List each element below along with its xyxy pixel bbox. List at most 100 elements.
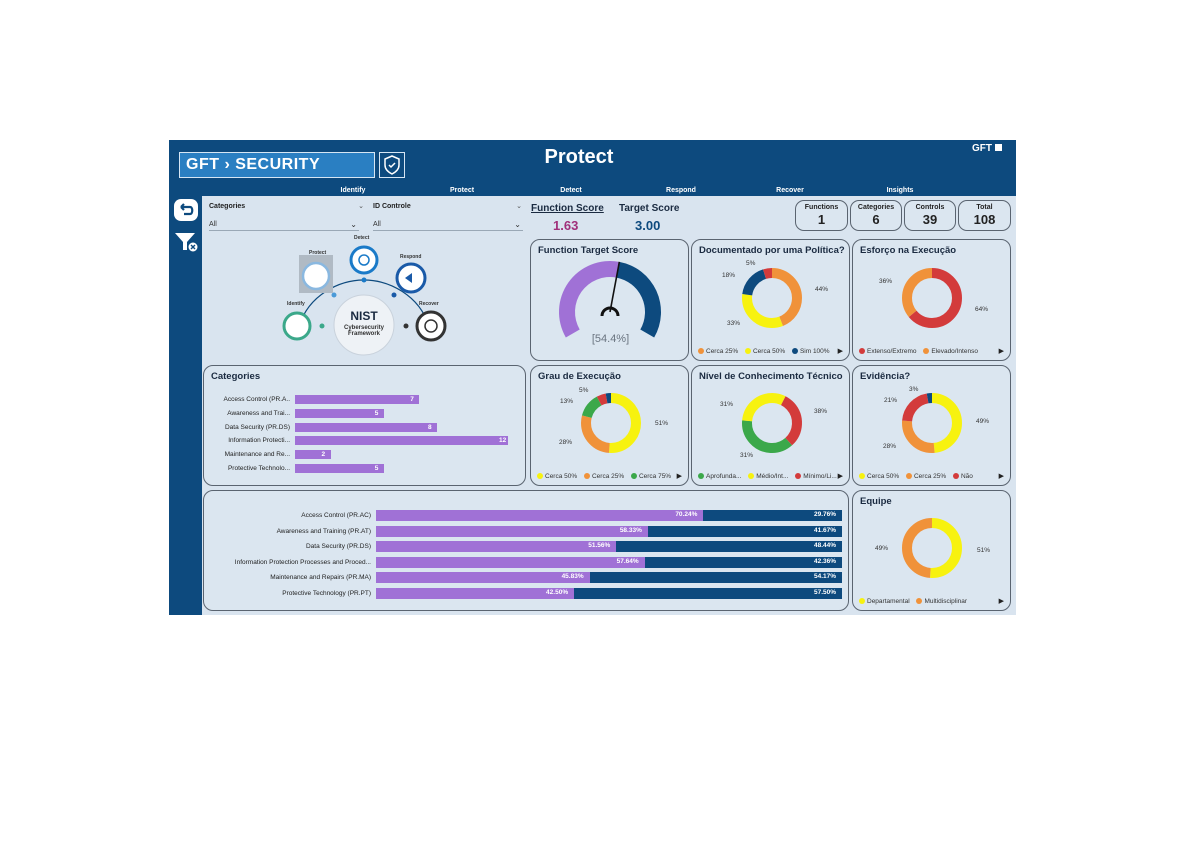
corner-brand-text: GFT xyxy=(972,143,992,154)
tab-detect[interactable]: Detect xyxy=(560,187,582,194)
tab-insights[interactable]: Insights xyxy=(886,187,914,194)
categories-filter-dropdown[interactable]: All ⌄ xyxy=(209,219,359,231)
category-bar-value: 5 xyxy=(374,409,379,417)
id-controle-filter-chevron-icon[interactable]: ⌄ xyxy=(516,203,522,210)
categories-filter-chevron-icon[interactable]: ⌄ xyxy=(358,203,364,210)
stacked-bar-row[interactable]: 57.64% 42.36% xyxy=(376,556,842,568)
legend-item: Cerca 75% xyxy=(630,473,671,480)
donut-slice[interactable] xyxy=(737,388,808,459)
legend-text: Cerca 25% xyxy=(591,473,625,480)
category-bar[interactable] xyxy=(295,408,384,418)
esforco-card[interactable]: Esforço na Execução 36% 64% Extenso/Extr… xyxy=(852,239,1011,361)
legend-dot xyxy=(791,348,798,354)
legend-dot xyxy=(923,348,930,354)
back-icon[interactable] xyxy=(173,198,199,222)
legend-text: Multidisciplinar xyxy=(924,598,968,605)
categories-filter-label: Categories xyxy=(209,203,246,210)
donut-slice[interactable] xyxy=(737,388,808,459)
target-score-label: Target Score xyxy=(619,203,680,214)
nivel-donut xyxy=(737,388,808,459)
category-bar-value: 2 xyxy=(321,451,326,459)
stacked-bar-segment-remaining[interactable] xyxy=(616,541,842,552)
stacked-bar-segment-achieved[interactable] xyxy=(376,556,645,568)
donut-slice[interactable] xyxy=(581,393,641,453)
stacked-bar-segment-remaining[interactable] xyxy=(647,525,842,537)
donut-slice[interactable] xyxy=(902,393,962,453)
function-target-score-card[interactable]: Function Target Score [54.4%] xyxy=(530,239,689,361)
gauge-value-arc[interactable] xyxy=(559,261,620,338)
stacked-bar-segment-achieved[interactable] xyxy=(376,525,648,537)
legend-next-icon[interactable]: ▶ xyxy=(837,348,843,355)
card-title: Esforço na Execução xyxy=(860,245,957,256)
legend-item: Aprofunda... xyxy=(698,473,741,480)
nivel-card[interactable]: Nível de Conhecimento Técnico 31% 38% 31… xyxy=(691,365,850,486)
stacked-bar-row[interactable]: 51.56% 48.44% xyxy=(376,541,842,552)
stacked-bar-value-remaining: 42.36% xyxy=(814,557,837,565)
tab-recover[interactable]: Recover xyxy=(776,187,804,194)
stacked-bar-row[interactable]: 45.83% 54.17% xyxy=(376,572,842,583)
chevron-down-icon: ⌄ xyxy=(514,220,521,229)
donut-slice[interactable] xyxy=(902,518,962,578)
stacked-bar-segment-remaining[interactable] xyxy=(574,587,842,599)
evidencia-card[interactable]: Evidência? 3% 21% 49% 28% Cerca 50% Cerc… xyxy=(852,365,1011,486)
brand-square-icon xyxy=(995,144,1002,151)
tab-protect[interactable]: Protect xyxy=(449,187,475,194)
maturity-stacked-chart-card[interactable]: Access Control (PR.AC) 70.24% 29.76% Awaren… xyxy=(203,490,849,611)
legend-next-icon[interactable]: ▶ xyxy=(998,348,1004,355)
donut-label: 51% xyxy=(655,420,669,427)
legend-dot xyxy=(744,348,751,354)
stack-row-label: Protective Technology (PR.PT) xyxy=(282,589,371,597)
donut-slice[interactable] xyxy=(902,393,962,453)
category-bar[interactable] xyxy=(295,450,331,460)
legend: Cerca 25% Cerca 50% Sim 100% xyxy=(698,348,835,355)
equipe-card[interactable]: Equipe 49% 51% Departamental Multidiscip… xyxy=(852,490,1011,611)
stacked-bar-segment-remaining[interactable] xyxy=(589,572,842,583)
legend-text: Elevado/Intenso xyxy=(931,348,978,355)
tab-respond[interactable]: Respond xyxy=(666,187,696,194)
legend-text: Extenso/Extremo xyxy=(867,348,917,355)
svg-text:NIST: NIST xyxy=(350,309,378,323)
legend-next-icon[interactable]: ▶ xyxy=(676,473,682,480)
esforco-donut xyxy=(902,268,962,328)
stacked-bar-segment-remaining[interactable] xyxy=(644,556,842,568)
donut-slice[interactable] xyxy=(742,268,802,328)
stacked-bar-row[interactable]: 70.24% 29.76% xyxy=(376,510,842,521)
category-bar[interactable] xyxy=(295,395,420,404)
stacked-bar-segment-achieved[interactable] xyxy=(376,541,617,552)
documentado-donut xyxy=(742,268,802,328)
stacked-bar-row[interactable]: 58.33% 41.67% xyxy=(376,525,842,537)
donut-slice[interactable] xyxy=(742,268,802,328)
stacked-bar-segment-remaining[interactable] xyxy=(703,510,842,521)
id-controle-filter-dropdown[interactable]: All ⌄ xyxy=(373,219,523,231)
documentado-card[interactable]: Documentado por uma Política? 5% 18% 44%… xyxy=(691,239,850,361)
legend-next-icon[interactable]: ▶ xyxy=(998,473,1004,480)
legend-dot xyxy=(795,473,802,479)
stacked-bar-segment-achieved[interactable] xyxy=(376,587,575,599)
donut-label: 38% xyxy=(814,408,828,415)
category-bar[interactable] xyxy=(295,464,384,473)
donut-slice[interactable] xyxy=(581,393,641,453)
target-score-value: 3.00 xyxy=(635,218,661,233)
legend-text: Cerca 50% xyxy=(545,473,578,480)
stacked-bar-segment-achieved[interactable] xyxy=(376,572,590,583)
card-title: Nível de Conhecimento Técnico xyxy=(699,371,843,382)
legend-next-icon[interactable]: ▶ xyxy=(837,473,843,480)
donut-slice[interactable] xyxy=(902,268,962,328)
kpi-controls: Controls 39 xyxy=(904,200,956,231)
category-bar[interactable] xyxy=(295,422,437,432)
corner-brand: GFT xyxy=(972,143,1002,154)
legend: Cerca 50% Cerca 25% Não xyxy=(859,473,978,480)
stacked-bar-segment-achieved[interactable] xyxy=(376,510,704,521)
brand-logo[interactable]: GFT › SECURITY xyxy=(179,152,375,178)
legend-next-icon[interactable]: ▶ xyxy=(998,598,1004,605)
tab-identify[interactable]: Identify xyxy=(340,187,366,194)
categories-chart-card[interactable]: Categories Access Control (PR.A.. 7 Awaren… xyxy=(203,365,526,486)
dashboard: GFT › SECURITY Protect GFT Identify Prot… xyxy=(169,140,1016,615)
category-bar[interactable] xyxy=(295,436,508,446)
gauge-remaining-arc[interactable] xyxy=(616,261,661,338)
nist-node-identify: Identify xyxy=(287,301,305,307)
stacked-bar-row[interactable]: 42.50% 57.50% xyxy=(376,587,842,599)
nist-node-detect: Detect xyxy=(354,235,370,241)
clear-filters-icon[interactable] xyxy=(173,229,199,253)
grau-card[interactable]: Grau de Execução 5% 13% 51% 28% Cerca 50… xyxy=(530,365,689,486)
